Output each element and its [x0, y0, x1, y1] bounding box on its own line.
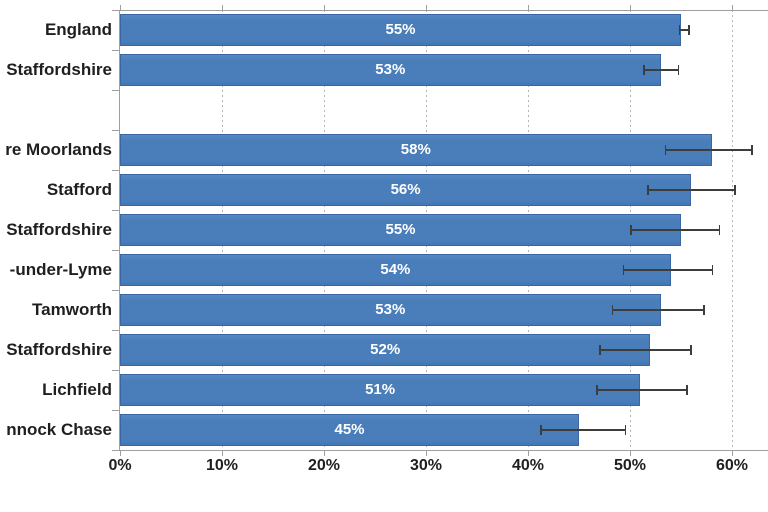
bar: [120, 254, 671, 286]
error-bar-line: [664, 149, 753, 151]
error-bar-cap-high: [718, 225, 721, 235]
bar: [120, 14, 681, 46]
y-axis-tick: [112, 170, 119, 171]
error-bar-cap-high: [688, 25, 690, 35]
y-axis-tick: [112, 210, 119, 211]
error-bar-cap-low: [678, 25, 681, 35]
category-label: England: [44, 20, 112, 39]
x-axis-tick: [426, 450, 427, 456]
x-axis-line: [113, 450, 768, 451]
y-axis-tick: [112, 250, 119, 251]
bar: [120, 214, 681, 246]
bar-value-label: 55%: [385, 21, 416, 38]
bar: [120, 54, 661, 86]
error-bar-cap-high: [703, 305, 705, 315]
y-axis-tick: [112, 130, 119, 131]
error-bar-cap-low: [664, 145, 667, 155]
x-tick-label: 30%: [409, 457, 443, 474]
category-label: Staffordshire: [6, 60, 112, 79]
bar-value-label: 45%: [334, 421, 365, 438]
error-bar-line: [643, 69, 679, 71]
x-axis-tick: [222, 450, 223, 456]
error-bar-line: [611, 309, 705, 311]
y-axis-tick: [112, 370, 119, 371]
category-label: Staffordshire: [6, 340, 112, 359]
error-bar-line: [596, 389, 688, 391]
bar-value-label: 55%: [385, 221, 416, 238]
bar: [120, 134, 712, 166]
error-bar-line: [622, 269, 713, 271]
x-axis-tick: [120, 450, 121, 456]
error-bar-cap-low: [599, 345, 601, 355]
error-bar-cap-low: [540, 425, 542, 435]
error-bar-cap-low: [643, 65, 645, 75]
error-bar-cap-high: [711, 265, 714, 275]
x-axis-tick: [630, 450, 631, 456]
error-bar-line: [599, 349, 692, 351]
category-label: re Moorlands: [5, 140, 112, 159]
error-bar-cap-high: [690, 345, 692, 355]
x-axis-tick: [528, 450, 529, 456]
y-axis-tick: [112, 90, 119, 91]
bar-value-label: 53%: [375, 61, 406, 78]
top-tick: [630, 5, 631, 10]
y-axis-tick: [112, 330, 119, 331]
category-label: Stafford: [46, 180, 112, 199]
category-label: Tamworth: [32, 300, 112, 319]
error-bar-cap-low: [611, 305, 614, 315]
plot-top-border: [114, 10, 768, 11]
category-label: -under-Lyme: [9, 260, 112, 279]
category-label: nnock Chase: [6, 420, 112, 439]
bar-value-label: 58%: [400, 141, 431, 158]
y-axis-tick: [112, 410, 119, 411]
x-axis-tick: [732, 450, 733, 456]
top-tick: [120, 5, 121, 10]
x-axis-tick: [324, 450, 325, 456]
top-tick: [732, 5, 733, 10]
y-axis-tick: [112, 10, 119, 11]
bar: [120, 414, 579, 446]
top-tick: [222, 5, 223, 10]
error-bar-line: [647, 189, 736, 191]
bar: [120, 174, 692, 206]
gridline-60: [732, 10, 733, 450]
x-tick-label: 40%: [511, 457, 545, 474]
x-tick-label: 10%: [205, 457, 239, 474]
category-label: Lichfield: [42, 380, 112, 399]
error-bar-cap-high: [686, 385, 688, 395]
bar-value-label: 52%: [370, 341, 401, 358]
y-axis-line: [119, 10, 120, 450]
x-tick-label: 50%: [613, 457, 647, 474]
error-bar-cap-low: [647, 185, 649, 195]
y-axis-tick: [112, 50, 119, 51]
error-bar-cap-high: [624, 425, 627, 435]
top-tick: [528, 5, 529, 10]
error-bar-line: [678, 29, 690, 31]
bar-value-label: 53%: [375, 301, 406, 318]
bar-value-label: 54%: [380, 261, 411, 278]
top-tick: [324, 5, 325, 10]
top-tick: [426, 5, 427, 10]
bar: [120, 294, 661, 326]
bar-value-label: 56%: [390, 181, 421, 198]
y-axis-tick: [112, 290, 119, 291]
bar: [120, 374, 641, 406]
error-bar-cap-high: [751, 145, 753, 155]
x-tick-label: 60%: [715, 457, 749, 474]
error-bar-cap-high: [734, 185, 736, 195]
category-label: Staffordshire: [6, 220, 112, 239]
bar-value-label: 51%: [365, 381, 396, 398]
x-tick-label: 20%: [307, 457, 341, 474]
error-bar-cap-low: [596, 385, 598, 395]
error-bar-cap-low: [622, 265, 625, 275]
error-bar-line: [540, 429, 626, 431]
error-bar-cap-low: [630, 225, 632, 235]
error-bar-line: [630, 229, 720, 231]
error-bar-cap-high: [677, 65, 680, 75]
x-tick-label: 0%: [108, 457, 132, 474]
